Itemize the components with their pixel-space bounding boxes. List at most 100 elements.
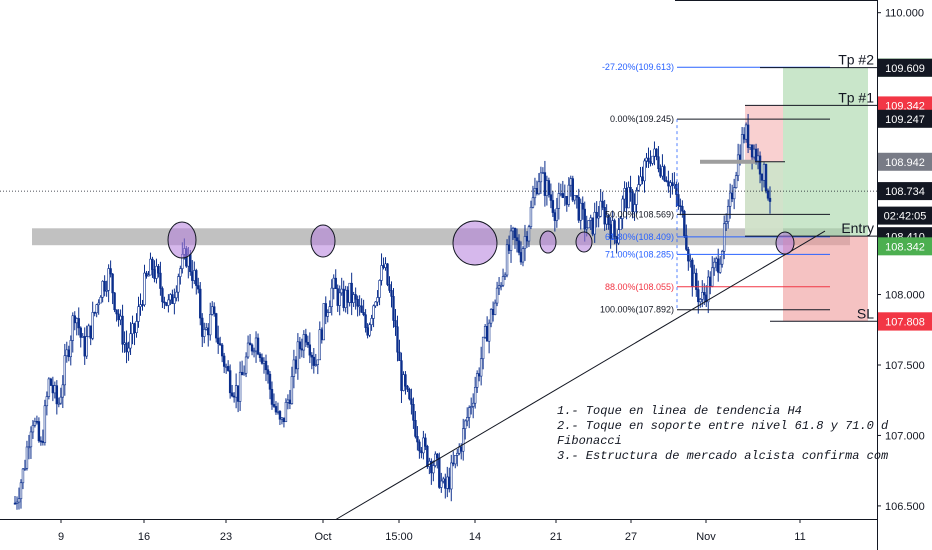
- candle: [260, 353, 264, 365]
- price-axis[interactable]: [877, 0, 932, 550]
- candle: [71, 312, 74, 353]
- candle-body: [450, 462, 453, 490]
- candle-body: [113, 292, 116, 311]
- candle: [85, 325, 88, 360]
- candle-body: [41, 441, 45, 443]
- candle: [15, 496, 19, 510]
- candle: [663, 164, 666, 182]
- candle-body: [270, 388, 274, 405]
- candle: [629, 175, 632, 202]
- candle: [466, 407, 469, 427]
- candle: [679, 198, 682, 216]
- candle: [224, 363, 228, 374]
- candle-body: [481, 336, 485, 360]
- candle-body: [394, 320, 397, 328]
- candle-body: [665, 180, 668, 182]
- candle-body: [661, 166, 664, 177]
- candle-body: [382, 265, 385, 268]
- candle: [215, 312, 218, 343]
- candle: [551, 190, 555, 218]
- candle-body: [33, 420, 37, 426]
- candle-body: [491, 309, 495, 315]
- candle-body: [47, 378, 51, 397]
- candle-body: [499, 284, 503, 287]
- candle: [157, 264, 160, 278]
- candle: [418, 439, 421, 459]
- candle: [163, 296, 166, 310]
- candle-body: [153, 269, 156, 279]
- candle: [685, 224, 688, 252]
- candle-body: [519, 252, 523, 263]
- candle-body: [254, 337, 258, 352]
- candle: [575, 195, 578, 209]
- time-tick-label: Nov: [696, 531, 716, 543]
- candle: [294, 356, 298, 374]
- candle-body: [517, 240, 521, 253]
- candle-body: [165, 302, 168, 306]
- candle: [25, 440, 29, 471]
- candle-body: [61, 384, 65, 398]
- candle-body: [756, 155, 760, 162]
- candle-body: [527, 226, 531, 242]
- candle-body: [523, 236, 527, 250]
- candle-body: [444, 478, 447, 489]
- candle-body: [59, 396, 63, 404]
- candle-body: [633, 204, 636, 213]
- candle-body: [374, 301, 377, 307]
- candle-body: [213, 306, 216, 314]
- candle: [529, 200, 533, 230]
- candle-body: [149, 258, 152, 276]
- candle-body: [607, 215, 610, 225]
- candle: [607, 214, 610, 230]
- candle: [274, 401, 278, 415]
- candle: [434, 451, 437, 468]
- candle-body: [754, 148, 758, 162]
- candle-body: [750, 144, 754, 158]
- candle-body: [436, 453, 439, 459]
- candle-body: [364, 314, 367, 328]
- candle: [732, 178, 736, 210]
- candle: [677, 182, 680, 210]
- candle-body: [330, 287, 333, 307]
- candle: [627, 181, 630, 209]
- candle-body: [384, 263, 387, 268]
- candle-body: [91, 312, 94, 339]
- candle: [91, 301, 94, 341]
- candle: [382, 257, 385, 270]
- candle-body: [585, 227, 588, 230]
- candle-body: [529, 206, 533, 228]
- candle-body: [489, 309, 493, 324]
- candle: [601, 191, 604, 211]
- candle: [402, 371, 405, 392]
- candle: [254, 331, 258, 363]
- candle: [657, 146, 660, 173]
- candle-body: [673, 184, 676, 186]
- candle: [426, 444, 429, 469]
- candle: [211, 301, 214, 316]
- candle-body: [274, 406, 278, 413]
- candle: [216, 325, 220, 354]
- candle-body: [278, 411, 282, 420]
- candle-body: [316, 359, 319, 365]
- candle-body: [302, 334, 306, 351]
- candle-body: [177, 276, 180, 293]
- candle: [197, 277, 200, 294]
- candle-body: [613, 220, 616, 237]
- candle: [497, 277, 501, 296]
- candle: [272, 393, 276, 408]
- candle: [149, 252, 152, 276]
- candle-body: [276, 411, 280, 413]
- candle-body: [139, 304, 142, 307]
- price-tag-label: 109.609: [885, 63, 925, 75]
- candle-body: [386, 263, 389, 285]
- candle: [565, 196, 569, 212]
- candle: [633, 193, 636, 221]
- candle-body: [137, 306, 140, 322]
- price-tag: 108.942: [878, 152, 932, 171]
- candle: [746, 113, 750, 154]
- time-axis[interactable]: [0, 519, 877, 550]
- candle: [471, 393, 475, 419]
- candle: [117, 309, 120, 327]
- candle: [258, 352, 262, 362]
